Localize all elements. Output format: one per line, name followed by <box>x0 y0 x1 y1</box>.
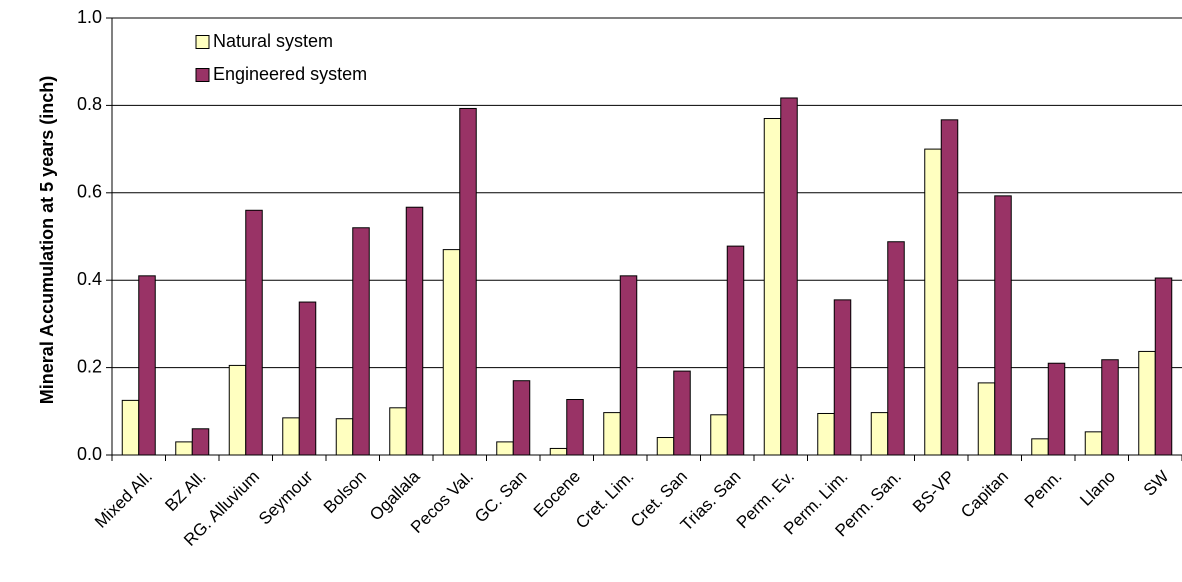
legend-swatch <box>195 35 210 49</box>
bar-engineered <box>1154 277 1173 456</box>
bar-engineered <box>887 241 905 456</box>
bar-engineered <box>405 206 424 456</box>
bar-engineered <box>245 209 263 456</box>
x-tick-label: Eocene <box>530 467 584 521</box>
bar-engineered <box>1101 359 1119 456</box>
bars <box>121 97 1173 456</box>
x-tick-label: GC. San <box>471 467 531 527</box>
bar-engineered <box>191 428 210 456</box>
bar-natural <box>389 407 407 456</box>
y-tick-label: 0.6 <box>77 182 102 202</box>
bar-natural <box>1084 431 1103 456</box>
bar-natural <box>817 412 835 456</box>
y-tick-label: 1.0 <box>77 7 102 27</box>
axes <box>106 17 1182 461</box>
bar-natural <box>977 382 996 456</box>
x-tick-label: BS-VP <box>909 467 959 517</box>
bar-engineered <box>994 195 1012 456</box>
bar-natural <box>442 249 461 456</box>
bar-natural <box>121 399 140 456</box>
x-tick-label: Penn. <box>1021 467 1066 512</box>
bar-engineered <box>673 370 691 456</box>
legend-label: Natural system <box>213 31 333 51</box>
bar-engineered <box>138 275 156 456</box>
bar-natural <box>335 418 354 456</box>
bar-engineered <box>833 299 852 456</box>
x-tick-label: Mixed All. <box>91 467 156 532</box>
x-tick-label: SW <box>1140 467 1173 500</box>
bar-engineered <box>726 245 745 456</box>
bar-natural <box>1031 438 1049 456</box>
bar-natural <box>603 412 621 456</box>
x-tick-label: Llano <box>1076 467 1119 510</box>
bar-natural <box>924 148 942 456</box>
legend-swatch <box>195 68 210 82</box>
bar-natural <box>763 118 782 456</box>
bar-engineered <box>619 275 638 456</box>
x-tick-label: BZ All. <box>161 467 209 515</box>
y-tick-label: 0.8 <box>77 94 102 114</box>
bar-engineered <box>1047 362 1066 456</box>
x-tick-label: Bolson <box>320 467 370 517</box>
x-tick-label: Capitan <box>957 467 1012 522</box>
y-tick-label: 0.4 <box>77 269 102 289</box>
bar-natural <box>656 437 675 456</box>
x-tick-label: Seymour <box>255 467 317 529</box>
bar-natural <box>870 412 889 456</box>
y-axis-title: Mineral Accumulation at 5 years (inch) <box>37 76 57 404</box>
bar-natural <box>496 441 514 456</box>
bar-engineered <box>940 119 959 456</box>
bar-engineered <box>566 399 584 456</box>
bar-engineered <box>512 380 531 456</box>
bar-natural <box>710 414 728 456</box>
bar-natural <box>228 364 247 456</box>
bar-natural <box>549 447 568 456</box>
legend-label: Engineered system <box>213 64 367 84</box>
bar-engineered <box>298 301 317 456</box>
bar-natural <box>282 417 300 456</box>
bar-engineered <box>780 97 798 456</box>
y-tick-label: 0.0 <box>77 444 102 464</box>
x-tick-label: Cret. Lim. <box>572 467 638 533</box>
y-tick-label: 0.2 <box>77 356 102 376</box>
bar-natural <box>175 441 193 456</box>
bar-engineered <box>459 107 477 456</box>
bar-natural <box>1138 350 1156 456</box>
legend: Natural system Engineered system <box>195 31 367 84</box>
bar-engineered <box>352 227 370 456</box>
